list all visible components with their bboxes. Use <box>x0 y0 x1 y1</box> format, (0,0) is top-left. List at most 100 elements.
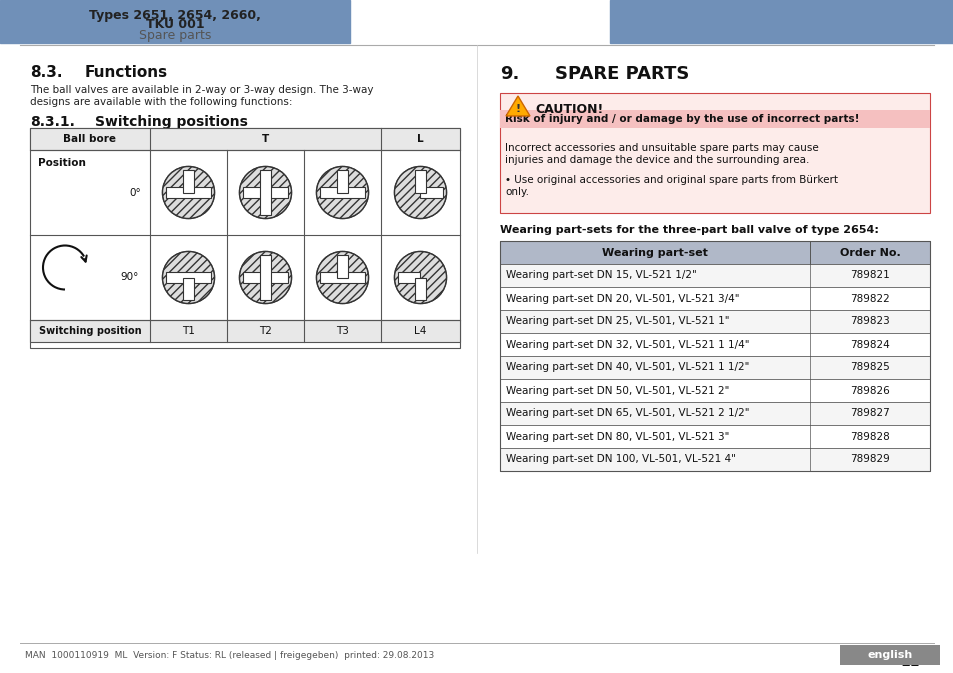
Text: Position: Position <box>38 158 86 168</box>
Text: Wearing part-set DN 20, VL-501, VL-521 3/4": Wearing part-set DN 20, VL-501, VL-521 3… <box>505 293 739 304</box>
Circle shape <box>162 166 214 219</box>
Text: Wearing part-sets for the three-part ball valve of type 2654:: Wearing part-sets for the three-part bal… <box>499 225 878 235</box>
Text: 789829: 789829 <box>849 454 889 464</box>
Text: bürkert: bürkert <box>688 7 770 26</box>
Bar <box>398 273 420 283</box>
Text: Wearing part-set DN 15, VL-521 1/2": Wearing part-set DN 15, VL-521 1/2" <box>505 271 696 281</box>
Text: T: T <box>262 134 269 144</box>
Text: Wearing part-set DN 50, VL-501, VL-521 2": Wearing part-set DN 50, VL-501, VL-521 2… <box>505 386 729 396</box>
Bar <box>840 645 939 665</box>
Circle shape <box>395 252 446 304</box>
Bar <box>499 287 929 310</box>
Text: Spare parts: Spare parts <box>139 28 211 42</box>
Bar <box>499 402 929 425</box>
Text: FLUID CONTROL SYSTEMS: FLUID CONTROL SYSTEMS <box>684 24 774 30</box>
Text: 789822: 789822 <box>849 293 889 304</box>
Bar <box>499 93 929 213</box>
Text: 789828: 789828 <box>849 431 889 441</box>
Polygon shape <box>505 96 530 116</box>
Text: CAUTION!: CAUTION! <box>535 103 602 116</box>
Text: 789821: 789821 <box>849 271 889 281</box>
Text: Switching position: Switching position <box>39 326 141 336</box>
Bar <box>499 333 929 356</box>
Text: 0°: 0° <box>129 188 141 197</box>
Bar <box>499 110 929 128</box>
Circle shape <box>239 166 292 219</box>
Text: SPARE PARTS: SPARE PARTS <box>555 65 689 83</box>
Text: 11: 11 <box>900 655 919 669</box>
Bar <box>243 187 287 198</box>
Circle shape <box>162 166 214 219</box>
Text: 8.3.1.: 8.3.1. <box>30 115 74 129</box>
Text: L4: L4 <box>414 326 426 336</box>
Text: Wearing part-set DN 40, VL-501, VL-521 1 1/2": Wearing part-set DN 40, VL-501, VL-521 1… <box>505 363 749 372</box>
Bar <box>609 0 953 43</box>
Circle shape <box>239 252 292 304</box>
Circle shape <box>395 166 446 219</box>
Text: T3: T3 <box>335 326 349 336</box>
Bar <box>260 170 271 215</box>
Bar <box>260 255 271 299</box>
Text: Wearing part-set DN 65, VL-501, VL-521 2 1/2": Wearing part-set DN 65, VL-501, VL-521 2… <box>505 409 749 419</box>
Text: !: ! <box>515 104 520 114</box>
Bar <box>166 273 211 283</box>
Bar <box>320 187 364 198</box>
Circle shape <box>239 252 292 304</box>
Text: Switching positions: Switching positions <box>95 115 248 129</box>
Text: The ball valves are available in 2-way or 3-way design. The 3-way
designs are av: The ball valves are available in 2-way o… <box>30 85 374 106</box>
Bar <box>30 320 459 342</box>
Text: english: english <box>866 650 912 660</box>
Text: L: L <box>416 134 423 144</box>
Text: Order No.: Order No. <box>839 248 900 258</box>
Bar <box>30 128 459 348</box>
Text: 8.3.: 8.3. <box>30 65 63 80</box>
Bar <box>420 187 442 198</box>
Bar <box>337 255 347 277</box>
Bar <box>499 379 929 402</box>
Text: MAN  1000110919  ML  Version: F Status: RL (released | freigegeben)  printed: 29: MAN 1000110919 ML Version: F Status: RL … <box>25 651 434 660</box>
Bar <box>337 170 347 192</box>
Text: Ball bore: Ball bore <box>64 134 116 144</box>
Bar <box>0 0 350 43</box>
Text: 9.: 9. <box>499 65 518 83</box>
Circle shape <box>395 166 446 219</box>
Text: 789823: 789823 <box>849 316 889 326</box>
Circle shape <box>239 166 292 219</box>
Text: Wearing part-set DN 100, VL-501, VL-521 4": Wearing part-set DN 100, VL-501, VL-521 … <box>505 454 735 464</box>
Text: 90°: 90° <box>121 273 139 283</box>
Text: Wearing part-set DN 32, VL-501, VL-521 1 1/4": Wearing part-set DN 32, VL-501, VL-521 1… <box>505 339 749 349</box>
Bar <box>499 310 929 333</box>
Circle shape <box>316 252 368 304</box>
Bar <box>499 425 929 448</box>
Text: Wearing part-set DN 25, VL-501, VL-521 1": Wearing part-set DN 25, VL-501, VL-521 1… <box>505 316 729 326</box>
Text: Incorrect accessories and unsuitable spare parts may cause
injuries and damage t: Incorrect accessories and unsuitable spa… <box>504 143 818 165</box>
Text: T2: T2 <box>259 326 272 336</box>
Text: T1: T1 <box>182 326 194 336</box>
Circle shape <box>316 166 368 219</box>
Text: Wearing part-set DN 80, VL-501, VL-521 3": Wearing part-set DN 80, VL-501, VL-521 3… <box>505 431 729 441</box>
Text: 789825: 789825 <box>849 363 889 372</box>
Circle shape <box>162 252 214 304</box>
Bar <box>499 448 929 471</box>
Text: Functions: Functions <box>85 65 168 80</box>
Text: 789826: 789826 <box>849 386 889 396</box>
Bar <box>499 356 929 379</box>
Bar <box>415 277 425 299</box>
Text: Types 2651, 2654, 2660,: Types 2651, 2654, 2660, <box>89 9 261 22</box>
Bar <box>166 187 211 198</box>
Bar <box>499 241 929 264</box>
Text: Risk of injury and / or damage by the use of incorrect parts!: Risk of injury and / or damage by the us… <box>504 114 859 124</box>
Bar <box>320 273 364 283</box>
Text: TKU 001: TKU 001 <box>146 18 204 32</box>
Circle shape <box>162 252 214 304</box>
Text: • Use original accessories and original spare parts from Bürkert
only.: • Use original accessories and original … <box>504 175 837 197</box>
Bar <box>499 241 929 471</box>
Text: 789824: 789824 <box>849 339 889 349</box>
Circle shape <box>316 166 368 219</box>
Circle shape <box>395 252 446 304</box>
Bar <box>415 170 425 192</box>
Bar <box>183 170 193 192</box>
Bar <box>183 277 193 299</box>
Bar <box>30 128 459 150</box>
Text: 789827: 789827 <box>849 409 889 419</box>
